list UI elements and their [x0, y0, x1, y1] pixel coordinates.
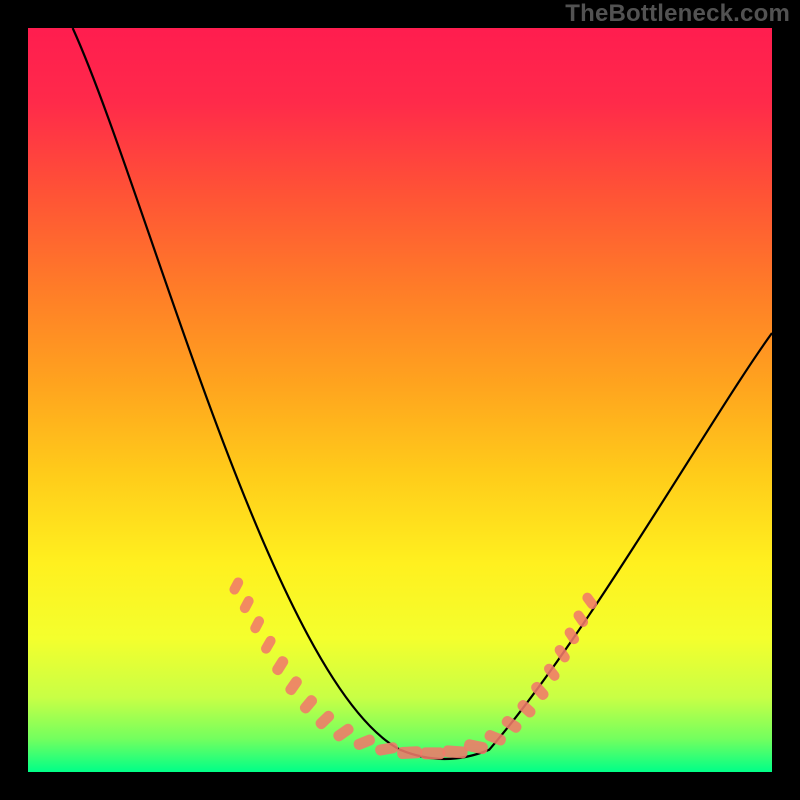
gradient-background [28, 28, 772, 772]
chart-frame: TheBottleneck.com [0, 0, 800, 800]
marker-pill [420, 747, 445, 759]
marker-pill [397, 746, 423, 759]
line-chart [0, 0, 800, 800]
